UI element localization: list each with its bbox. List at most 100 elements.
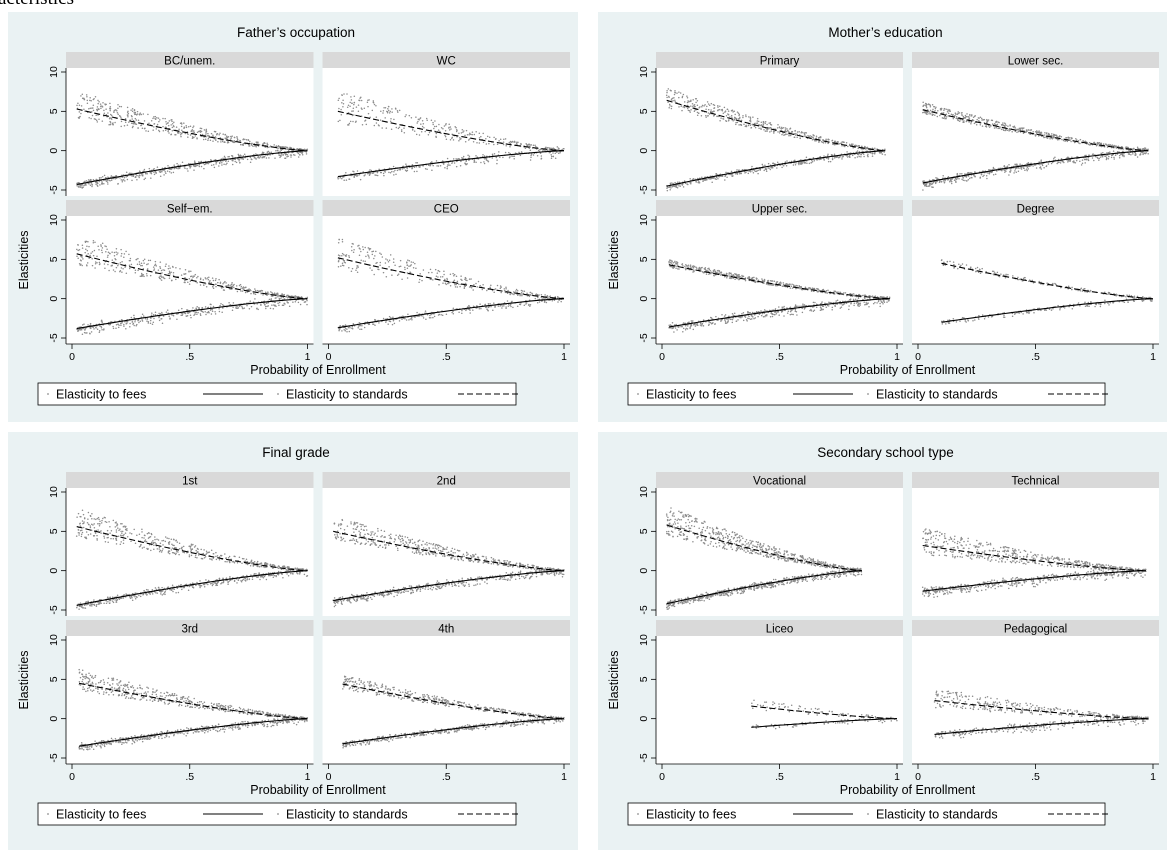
- scatter-point-standards: [735, 121, 737, 124]
- scatter-point-standards: [458, 139, 460, 142]
- scatter-point-fees: [374, 324, 376, 326]
- scatter-point-standards: [981, 125, 984, 127]
- scatter-point-fees: [519, 154, 522, 157]
- scatter-point-standards: [167, 267, 170, 270]
- scatter-point-standards: [800, 132, 802, 134]
- scatter-point-standards: [193, 136, 195, 139]
- scatter-point-standards: [215, 133, 218, 136]
- scatter-point-standards: [407, 259, 409, 261]
- scatter-point-fees: [674, 181, 676, 184]
- scatter-point-standards: [445, 122, 447, 125]
- scatter-point-standards: [277, 145, 280, 147]
- scatter-point-fees: [171, 314, 173, 316]
- scatter-point-fees: [702, 180, 704, 182]
- scatter-point-standards: [367, 112, 370, 115]
- scatter-point-standards: [502, 143, 505, 146]
- scatter-point-fees: [150, 172, 153, 175]
- scatter-point-fees: [429, 314, 431, 317]
- scatter-point-fees: [237, 153, 240, 156]
- scatter-point-fees: [505, 307, 507, 310]
- scatter-point-standards: [83, 108, 85, 110]
- scatter-point-fees: [234, 158, 237, 161]
- scatter-point-standards: [725, 114, 728, 117]
- scatter-point-fees: [496, 159, 498, 161]
- scatter-point-standards: [479, 284, 481, 287]
- scatter-point-fees: [1109, 151, 1111, 153]
- scatter-point-standards: [215, 278, 217, 280]
- scatter-point-standards: [413, 130, 416, 132]
- scatter-point-standards: [193, 130, 195, 132]
- scatter-point-fees: [158, 316, 160, 319]
- scatter-point-standards: [113, 110, 115, 112]
- scatter-point-fees: [218, 162, 221, 165]
- scatter-point-fees: [679, 185, 682, 187]
- scatter-point-fees: [389, 171, 392, 174]
- scatter-point-fees: [153, 317, 155, 320]
- y-tick-label: -5: [48, 185, 60, 194]
- scatter-point-standards: [157, 117, 160, 119]
- scatter-point-standards: [674, 99, 676, 101]
- scatter-point-standards: [549, 295, 552, 297]
- scatter-point-standards: [1088, 141, 1091, 144]
- scatter-point-fees: [829, 160, 832, 163]
- scatter-point-standards: [950, 113, 953, 116]
- scatter-point-standards: [168, 120, 171, 122]
- scatter-point-standards: [197, 130, 200, 133]
- scatter-point-standards: [443, 125, 446, 127]
- scatter-point-fees: [391, 323, 394, 326]
- scatter-point-standards: [77, 257, 79, 260]
- facet-label: Lower sec.: [1008, 56, 1064, 68]
- scatter-point-standards: [171, 123, 174, 125]
- scatter-point-standards: [122, 267, 124, 270]
- scatter-point-standards: [110, 117, 113, 120]
- scatter-point-standards: [548, 147, 550, 149]
- scatter-point-fees: [227, 160, 230, 162]
- scatter-point-fees: [338, 329, 340, 332]
- scatter-point-standards: [129, 259, 131, 262]
- scatter-point-standards: [383, 107, 385, 109]
- scatter-point-standards: [200, 130, 203, 133]
- scatter-point-standards: [92, 98, 95, 101]
- scatter-point-standards: [784, 129, 787, 131]
- scatter-point-fees: [1102, 151, 1104, 154]
- scatter-point-standards: [1058, 135, 1061, 138]
- scatter-point-fees: [153, 173, 156, 176]
- scatter-point-standards: [463, 286, 466, 288]
- scatter-point-fees: [207, 306, 210, 309]
- scatter-point-fees: [109, 323, 112, 326]
- scatter-point-fees: [364, 174, 366, 176]
- scatter-point-standards: [505, 144, 507, 147]
- scatter-point-fees: [306, 299, 308, 302]
- scatter-point-standards: [339, 119, 341, 122]
- scatter-point-standards: [343, 253, 345, 256]
- scatter-point-standards: [443, 270, 445, 273]
- scatter-point-fees: [183, 166, 186, 168]
- scatter-point-fees: [232, 306, 234, 308]
- scatter-point-standards: [165, 121, 167, 123]
- scatter-point-standards: [132, 122, 135, 125]
- scatter-point-standards: [105, 103, 107, 106]
- scatter-point-standards: [770, 130, 773, 132]
- scatter-point-fees: [219, 161, 221, 163]
- scatter-point-standards: [113, 251, 116, 254]
- scatter-point-fees: [440, 313, 442, 316]
- scatter-point-standards: [233, 140, 236, 142]
- scatter-point-standards: [283, 293, 285, 296]
- scatter-point-standards: [461, 128, 464, 131]
- scatter-point-standards: [173, 125, 175, 128]
- scatter-point-fees: [290, 154, 293, 156]
- scatter-point-standards: [420, 130, 423, 133]
- scatter-point-standards: [485, 138, 487, 140]
- scatter-point-standards: [726, 108, 729, 110]
- scatter-point-standards: [114, 270, 116, 273]
- scatter-point-fees: [189, 314, 192, 317]
- scatter-point-standards: [971, 119, 974, 121]
- scatter-point-standards: [180, 132, 183, 135]
- scatter-point-fees: [214, 313, 217, 315]
- scatter-point-standards: [112, 124, 114, 126]
- scatter-point-standards: [338, 97, 340, 100]
- scatter-point-fees: [96, 185, 99, 187]
- facet-strip: [322, 52, 570, 68]
- scatter-point-fees: [776, 161, 779, 163]
- scatter-point-standards: [120, 105, 123, 108]
